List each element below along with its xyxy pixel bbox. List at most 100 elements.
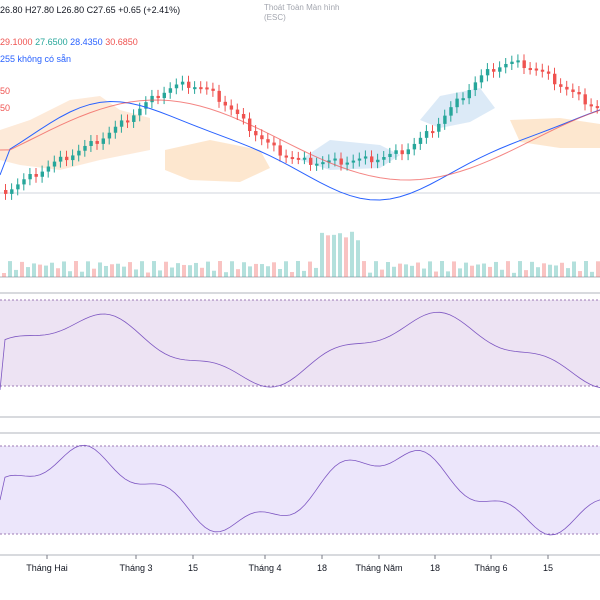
candle-body bbox=[254, 131, 258, 136]
volume-bar bbox=[284, 261, 288, 277]
candle-body bbox=[77, 150, 81, 156]
candle-body bbox=[516, 60, 520, 63]
ichimoku-cloud bbox=[300, 140, 400, 170]
volume-bar bbox=[560, 262, 564, 277]
candle-body bbox=[443, 115, 447, 124]
volume-bar bbox=[326, 235, 330, 277]
candle-body bbox=[565, 86, 569, 90]
candle-body bbox=[40, 171, 44, 177]
candle-body bbox=[162, 92, 166, 99]
volume-bar bbox=[230, 261, 234, 277]
volume-bar bbox=[470, 265, 474, 277]
xaxis-label: 15 bbox=[187, 563, 199, 573]
ichimoku-cloud bbox=[165, 140, 270, 182]
candle-body bbox=[333, 158, 337, 161]
candle-body bbox=[504, 63, 508, 68]
volume-bar bbox=[416, 262, 420, 277]
volume-bar bbox=[422, 268, 426, 277]
candle-body bbox=[22, 179, 26, 185]
candle-body bbox=[52, 161, 57, 167]
candle-body bbox=[28, 174, 32, 180]
volume-bar bbox=[362, 261, 366, 277]
volume-bar bbox=[212, 270, 216, 277]
volume-bar bbox=[350, 231, 354, 277]
candle-body bbox=[107, 132, 112, 139]
candle-body bbox=[479, 75, 484, 83]
volume-bar bbox=[584, 261, 588, 277]
candle-body bbox=[284, 155, 288, 158]
volume-bar bbox=[260, 264, 264, 277]
volume-bar bbox=[152, 261, 156, 277]
volume-bar bbox=[146, 272, 150, 277]
volume-bar bbox=[332, 234, 336, 277]
volume-bar bbox=[452, 261, 456, 277]
volume-bar bbox=[110, 264, 114, 277]
candle-body bbox=[473, 82, 478, 91]
candle-body bbox=[455, 98, 459, 108]
candle-body bbox=[205, 87, 209, 90]
candle-body bbox=[553, 73, 557, 85]
candle-body bbox=[583, 94, 587, 105]
candle-body bbox=[260, 135, 264, 140]
candle-body bbox=[119, 120, 124, 127]
volume-bar bbox=[86, 261, 90, 277]
volume-bar bbox=[140, 261, 144, 277]
candle-body bbox=[193, 87, 197, 90]
exit-fullscreen-label: Thoát Toàn Màn hình bbox=[264, 3, 340, 12]
volume-bar bbox=[446, 271, 450, 277]
ichimoku-cloud bbox=[510, 118, 600, 148]
candle-body bbox=[370, 156, 374, 163]
xaxis-label: Tháng Hai bbox=[26, 563, 68, 573]
volume-bar bbox=[14, 269, 18, 277]
volume-bar bbox=[182, 264, 186, 277]
candle-body bbox=[309, 157, 313, 165]
candle-body bbox=[540, 69, 545, 72]
volume-bar bbox=[386, 262, 390, 277]
stoch-band bbox=[0, 446, 600, 534]
xaxis-label: 18 bbox=[316, 563, 328, 573]
volume-bar bbox=[20, 261, 24, 277]
volume-bar bbox=[188, 265, 192, 277]
volume-bar bbox=[122, 266, 126, 277]
candle-body bbox=[327, 160, 331, 163]
volume-bar bbox=[506, 261, 510, 277]
ichimoku-value-4: 30.6850 bbox=[105, 37, 138, 47]
candle-body bbox=[174, 84, 179, 89]
candle-body bbox=[400, 150, 404, 155]
volume-bar bbox=[194, 262, 198, 277]
candle-body bbox=[223, 101, 227, 106]
candle-body bbox=[71, 155, 75, 161]
candle-body bbox=[492, 69, 496, 72]
candle-body bbox=[437, 123, 441, 132]
volume-bar bbox=[32, 263, 36, 277]
ichimoku-cloud bbox=[420, 88, 495, 128]
candle-body bbox=[431, 131, 435, 134]
volume-bar bbox=[116, 263, 120, 277]
partial-legend-1: 50 bbox=[0, 86, 11, 96]
candle-body bbox=[498, 67, 502, 72]
candle-body bbox=[382, 157, 386, 160]
volume-bar bbox=[224, 272, 228, 277]
ichimoku-value-1: 29.1000 bbox=[0, 37, 33, 47]
exit-fullscreen-hint[interactable]: Thoát Toàn Màn hình (ESC) bbox=[264, 3, 339, 23]
candle-body bbox=[34, 174, 38, 177]
candle-body bbox=[132, 115, 136, 122]
volume-bar bbox=[338, 233, 342, 277]
candle-body bbox=[449, 107, 453, 116]
candle-body bbox=[595, 106, 600, 109]
volume-bar bbox=[170, 267, 174, 277]
xaxis-label: Tháng 6 bbox=[474, 563, 508, 573]
volume-bar bbox=[158, 270, 162, 277]
candle-body bbox=[10, 189, 14, 194]
volume-bar bbox=[530, 261, 534, 277]
volume-bar bbox=[176, 263, 180, 277]
candle-body bbox=[101, 138, 105, 144]
candle-body bbox=[406, 149, 410, 155]
stoch-line bbox=[0, 444, 600, 536]
volume-bar bbox=[26, 267, 30, 277]
candle-body bbox=[296, 157, 301, 160]
volume-bar bbox=[134, 269, 138, 277]
candle-body bbox=[351, 160, 356, 163]
unavailable-legend: 255 không có sẵn bbox=[0, 54, 72, 64]
